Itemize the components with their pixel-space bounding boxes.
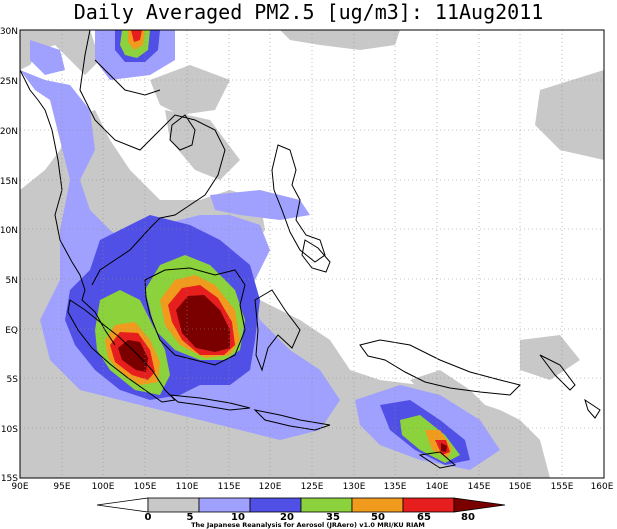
lon-label: 135E [384, 482, 407, 492]
colorbar-label: 65 [417, 512, 431, 523]
lat-label: 10N [0, 226, 18, 236]
lon-axis: 90E 95E 100E 105E 110E 115E 120E 125E 13… [11, 482, 613, 492]
colorbar-label: 10 [231, 512, 245, 523]
lat-label: 15S [1, 474, 18, 484]
colorbar-segment [300, 497, 353, 513]
colorbar-label: 50 [371, 512, 385, 523]
lat-label: 30N [0, 27, 18, 37]
lon-label: 160E [591, 482, 614, 492]
lon-label: 130E [343, 482, 366, 492]
lat-label: 20N [0, 127, 18, 137]
lon-label: 90E [11, 482, 28, 492]
lat-label: 15N [0, 177, 18, 187]
colorbar-label: 0 [145, 512, 152, 523]
gridlines [20, 30, 604, 478]
lat-axis: 30N 25N 20N 15N 10N 5N EQ 5S 10S 15S [0, 27, 18, 484]
colorbar-label: 35 [326, 512, 340, 523]
lat-label: 10S [1, 425, 18, 435]
lon-label: 100E [92, 482, 115, 492]
lat-label: 25N [0, 77, 18, 87]
credit-text: The Japanese Reanalysis for Aerosol (JRA… [191, 521, 425, 529]
lon-label: 155E [551, 482, 574, 492]
lon-label: 140E [426, 482, 449, 492]
colorbar: 0 5 10 20 35 50 65 80 The Japanese Reana… [96, 497, 506, 529]
map-frame [19, 29, 605, 479]
pm25-field [20, 30, 604, 478]
lat-label: 5N [6, 276, 18, 286]
lon-label: 145E [468, 482, 491, 492]
colorbar-segment [453, 497, 506, 513]
colorbar-label: 80 [461, 512, 475, 523]
lon-label: 115E [218, 482, 241, 492]
lon-label: 105E [134, 482, 157, 492]
colorbar-segment [351, 497, 404, 513]
colorbar-segment [147, 497, 200, 513]
lat-label: EQ [5, 326, 18, 336]
lon-label: 120E [259, 482, 282, 492]
colorbar-segment [96, 497, 149, 513]
lon-label: 95E [53, 482, 70, 492]
colorbar-segment [198, 497, 251, 513]
lon-label: 150E [509, 482, 532, 492]
colorbar-segment [249, 497, 302, 513]
colorbar-label: 5 [187, 512, 194, 523]
lon-label: 110E [176, 482, 199, 492]
lon-label: 125E [301, 482, 324, 492]
map-title: Daily Averaged PM2.5 [ug/m3]: 11Aug2011 [73, 0, 544, 24]
lat-label: 5S [7, 375, 19, 385]
colorbar-label: 20 [280, 512, 294, 523]
colorbar-segment [402, 497, 455, 513]
pm25-band-80-plus [118, 295, 447, 452]
